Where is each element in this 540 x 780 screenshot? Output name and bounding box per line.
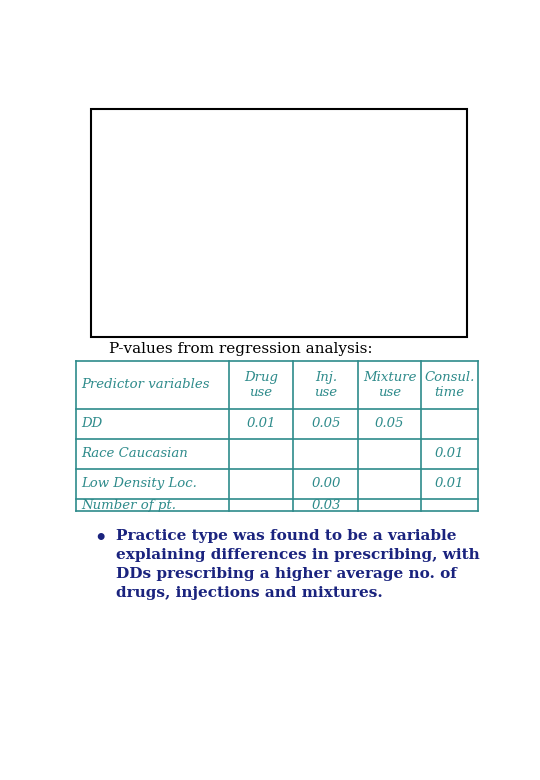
Text: •: • bbox=[94, 529, 107, 548]
Text: 0.05: 0.05 bbox=[375, 417, 404, 431]
Text: Number of pt.: Number of pt. bbox=[81, 498, 176, 512]
Text: Low Density Loc.: Low Density Loc. bbox=[81, 477, 197, 491]
Bar bbox=[91, 108, 467, 337]
Text: Race Caucasian: Race Caucasian bbox=[81, 448, 187, 460]
Text: Inj.
use: Inj. use bbox=[314, 371, 338, 399]
Text: DD: DD bbox=[81, 417, 102, 431]
Text: Consul.
time: Consul. time bbox=[424, 371, 475, 399]
Text: 0.03: 0.03 bbox=[311, 498, 341, 512]
Text: Drug
use: Drug use bbox=[244, 371, 278, 399]
Text: 0.01: 0.01 bbox=[435, 477, 464, 491]
Text: 0.00: 0.00 bbox=[311, 477, 341, 491]
Text: 0.05: 0.05 bbox=[311, 417, 341, 431]
Text: 0.01: 0.01 bbox=[246, 417, 276, 431]
Text: 0.01: 0.01 bbox=[435, 448, 464, 460]
Text: P-values from regression analysis:: P-values from regression analysis: bbox=[109, 342, 373, 356]
Text: Predictor variables: Predictor variables bbox=[81, 378, 210, 392]
Text: Practice type was found to be a variable
explaining differences in prescribing, : Practice type was found to be a variable… bbox=[116, 529, 480, 600]
Text: Mixture
use: Mixture use bbox=[363, 371, 416, 399]
